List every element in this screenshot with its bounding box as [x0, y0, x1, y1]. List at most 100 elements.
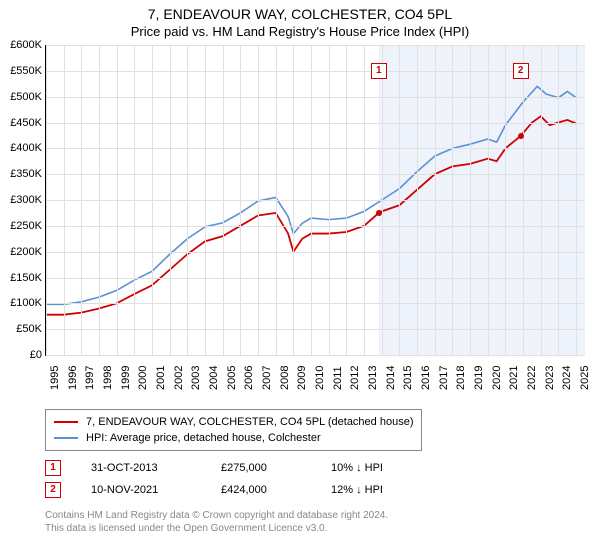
gridline-v: [134, 45, 135, 355]
gridline-v: [576, 45, 577, 355]
x-axis-label: 2007: [261, 366, 273, 390]
x-axis-label: 2023: [544, 366, 556, 390]
gridline-h: [46, 97, 585, 98]
footer-line-2: This data is licensed under the Open Gov…: [45, 522, 600, 535]
sale-number-box: 2: [45, 482, 61, 498]
gridline-v: [558, 45, 559, 355]
sales-table: 1 31-OCT-2013 £275,000 10% ↓ HPI 2 10-NOV-202…: [45, 457, 600, 501]
gridline-h: [46, 278, 585, 279]
gridline-h: [46, 226, 585, 227]
gridline-v: [346, 45, 347, 355]
x-axis-label: 2008: [279, 366, 291, 390]
x-axis-label: 2011: [332, 366, 344, 390]
sale-price: £424,000: [221, 479, 301, 501]
x-axis-label: 1995: [49, 366, 61, 390]
sale-marker-dot: [518, 133, 524, 139]
x-axis-label: 2000: [137, 366, 149, 390]
sale-price: £275,000: [221, 457, 301, 479]
gridline-v: [293, 45, 294, 355]
footer-line-1: Contains HM Land Registry data © Crown c…: [45, 509, 600, 522]
gridline-h: [46, 329, 585, 330]
gridline-v: [505, 45, 506, 355]
sale-hpi-delta: 12% ↓ HPI: [331, 479, 383, 501]
y-axis-label: £500K: [10, 91, 42, 103]
gridline-v: [240, 45, 241, 355]
x-axis-label: 2010: [314, 366, 326, 390]
gridline-v: [329, 45, 330, 355]
gridline-h: [46, 45, 585, 46]
x-axis-label: 2005: [226, 366, 238, 390]
x-axis-label: 2012: [349, 366, 361, 390]
y-axis-label: £200K: [10, 246, 42, 258]
x-axis-label: 2001: [155, 366, 167, 390]
y-axis-label: £550K: [10, 65, 42, 77]
x-axis-label: 1998: [102, 366, 114, 390]
x-axis-label: 2020: [491, 366, 503, 390]
title-block: 7, ENDEAVOUR WAY, COLCHESTER, CO4 5PL Pr…: [0, 0, 600, 41]
gridline-v: [364, 45, 365, 355]
plot-area: £0£50K£100K£150K£200K£250K£300K£350K£400…: [45, 45, 585, 356]
x-axis-label: 2002: [173, 366, 185, 390]
footer-attribution: Contains HM Land Registry data © Crown c…: [45, 509, 600, 535]
x-axis-label: 2016: [420, 366, 432, 390]
gridline-v: [170, 45, 171, 355]
legend-row: 7, ENDEAVOUR WAY, COLCHESTER, CO4 5PL (d…: [54, 414, 413, 430]
legend-label: 7, ENDEAVOUR WAY, COLCHESTER, CO4 5PL (d…: [86, 414, 413, 430]
gridline-v: [64, 45, 65, 355]
gridline-v: [223, 45, 224, 355]
gridline-v: [99, 45, 100, 355]
sale-row: 2 10-NOV-2021 £424,000 12% ↓ HPI: [45, 479, 600, 501]
y-axis-label: £150K: [10, 272, 42, 284]
x-axis-label: 2015: [402, 366, 414, 390]
y-axis-label: £100K: [10, 297, 42, 309]
gridline-v: [152, 45, 153, 355]
x-axis-label: 2017: [438, 366, 450, 390]
sale-date: 10-NOV-2021: [91, 479, 191, 501]
sale-hpi-delta: 10% ↓ HPI: [331, 457, 383, 479]
x-axis-label: 2021: [508, 366, 520, 390]
y-axis-label: £400K: [10, 142, 42, 154]
sale-marker-dot: [376, 210, 382, 216]
legend: 7, ENDEAVOUR WAY, COLCHESTER, CO4 5PL (d…: [45, 409, 422, 451]
legend-row: HPI: Average price, detached house, Colc…: [54, 430, 413, 446]
sale-row: 1 31-OCT-2013 £275,000 10% ↓ HPI: [45, 457, 600, 479]
x-axis-label: 1999: [120, 366, 132, 390]
x-axis-label: 2018: [455, 366, 467, 390]
sale-number-box: 1: [45, 460, 61, 476]
gridline-v: [117, 45, 118, 355]
gridline-v: [541, 45, 542, 355]
gridline-v: [488, 45, 489, 355]
y-axis-label: £250K: [10, 220, 42, 232]
legend-label: HPI: Average price, detached house, Colc…: [86, 430, 321, 446]
gridline-h: [46, 303, 585, 304]
chart-area: £0£50K£100K£150K£200K£250K£300K£350K£400…: [45, 45, 585, 405]
legend-swatch: [54, 437, 78, 439]
gridline-v: [417, 45, 418, 355]
x-axis-label: 2009: [296, 366, 308, 390]
chart-title: 7, ENDEAVOUR WAY, COLCHESTER, CO4 5PL: [0, 6, 600, 22]
y-axis-label: £450K: [10, 117, 42, 129]
x-axis-label: 2022: [526, 366, 538, 390]
x-axis-label: 2004: [208, 366, 220, 390]
gridline-h: [46, 174, 585, 175]
y-axis-label: £300K: [10, 194, 42, 206]
gridline-v: [452, 45, 453, 355]
gridline-v: [258, 45, 259, 355]
y-axis-label: £350K: [10, 168, 42, 180]
x-axis-label: 2025: [579, 366, 591, 390]
sale-marker-box: 2: [513, 63, 529, 79]
x-axis-label: 2003: [190, 366, 202, 390]
x-axis-label: 1997: [84, 366, 96, 390]
sale-date: 31-OCT-2013: [91, 457, 191, 479]
gridline-v: [470, 45, 471, 355]
gridline-v: [435, 45, 436, 355]
gridline-v: [187, 45, 188, 355]
x-axis-label: 2013: [367, 366, 379, 390]
gridline-h: [46, 355, 585, 356]
gridline-v: [46, 45, 47, 355]
x-axis-label: 2014: [385, 366, 397, 390]
gridline-h: [46, 200, 585, 201]
gridline-v: [276, 45, 277, 355]
legend-swatch: [54, 421, 78, 423]
y-axis-label: £600K: [10, 39, 42, 51]
